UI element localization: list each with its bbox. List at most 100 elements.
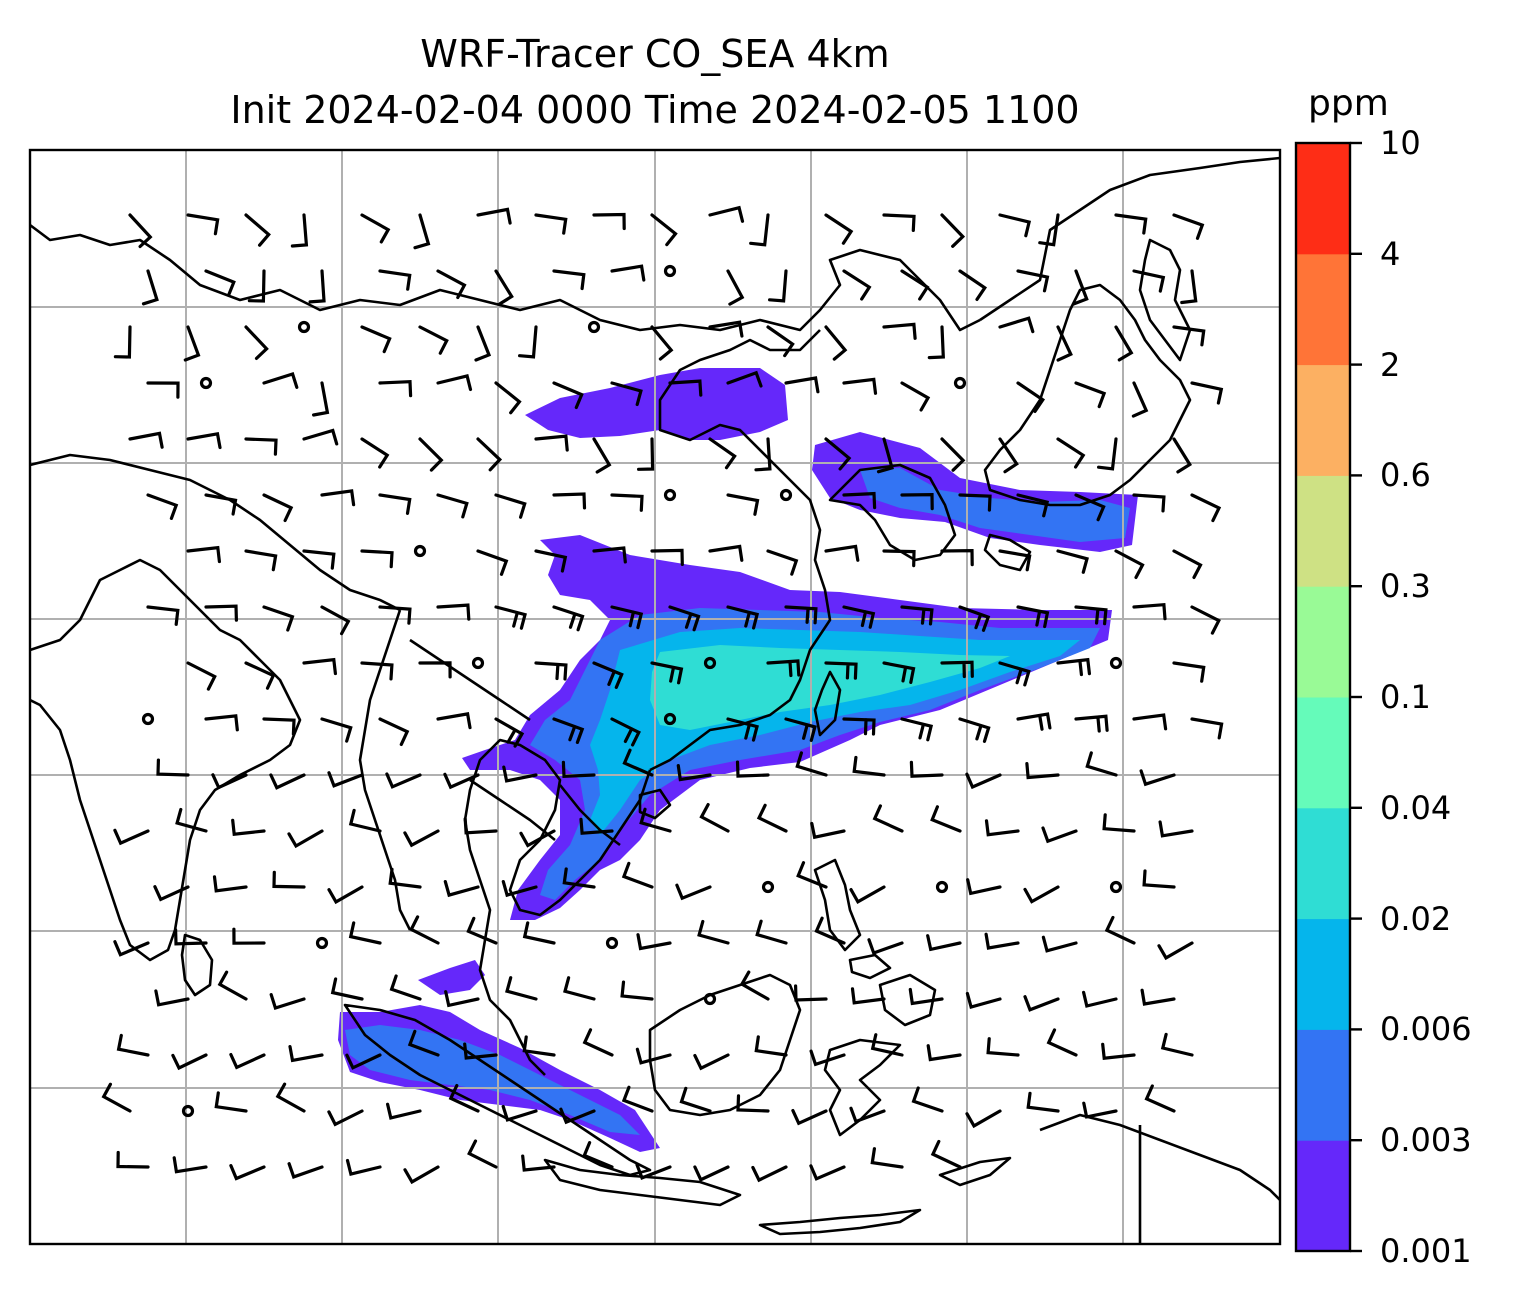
wind-barb	[204, 493, 238, 516]
wind-barb	[320, 717, 353, 743]
wind-barb	[348, 921, 382, 945]
wind-barb	[675, 883, 712, 901]
colorbar-segment	[1296, 807, 1350, 920]
wind-barb	[403, 1165, 440, 1185]
wind-barb	[378, 717, 410, 746]
wind-barb	[244, 325, 269, 360]
wind-barb-calm	[935, 880, 949, 894]
wind-barb	[552, 605, 585, 632]
wind-barb	[754, 437, 772, 472]
wind-barb	[302, 428, 339, 446]
wind-barb	[320, 605, 351, 636]
wind-barb	[965, 1109, 1002, 1129]
wind-barb-calm	[761, 880, 775, 894]
wind-barb-calm	[199, 376, 213, 390]
wind-barb	[407, 1029, 440, 1057]
colorbar-segment	[1296, 475, 1350, 587]
wind-barb	[211, 773, 248, 790]
wind-barb	[1114, 325, 1134, 362]
wind-barb	[668, 605, 701, 632]
wind-barb	[1016, 712, 1052, 731]
wind-barb	[908, 987, 944, 1006]
wind-barb	[360, 549, 394, 569]
wind-barb-calm	[703, 656, 717, 670]
wind-barb	[852, 755, 886, 777]
wind-barb	[876, 437, 894, 474]
colorbar-unit-label: ppm	[1308, 83, 1389, 124]
wind-barb	[795, 751, 828, 777]
wind-barb	[559, 1107, 596, 1125]
wind-barb	[436, 712, 472, 730]
wind-barb	[1016, 381, 1046, 413]
colorbar-tick-label: 10	[1380, 124, 1421, 162]
wind-barb	[409, 915, 440, 945]
wind-barb	[522, 921, 556, 945]
wind-barb	[229, 1053, 266, 1070]
wind-barb	[796, 861, 828, 889]
wind-barb	[610, 264, 646, 282]
wind-barb	[345, 1053, 382, 1070]
wind-barb	[814, 916, 846, 945]
wind-barb	[436, 373, 473, 392]
wind-barb	[327, 885, 364, 905]
wind-barb	[842, 377, 878, 395]
colorbar-tick-label: 4	[1380, 234, 1401, 273]
wind-barb	[262, 717, 296, 736]
wind-barb-calm	[181, 1104, 195, 1118]
wind-barb	[1041, 935, 1078, 953]
wind-barb	[867, 938, 904, 956]
wind-barb	[534, 549, 568, 573]
wind-barb	[966, 878, 1002, 896]
wind-barb	[726, 269, 745, 306]
wind-barb	[154, 989, 190, 1007]
wind-barb	[668, 379, 703, 397]
wind-barb	[312, 381, 330, 417]
wind-barb	[174, 928, 208, 946]
wind-barb	[1158, 820, 1194, 838]
wind-barb	[204, 714, 239, 732]
colorbar-segment	[1296, 586, 1350, 698]
wind-barb	[911, 1086, 944, 1113]
wind-barb	[998, 437, 1019, 474]
wind-barb	[378, 493, 412, 515]
interior-border-1	[409, 638, 531, 722]
wind-barb	[290, 213, 309, 248]
wind-barb	[927, 325, 945, 360]
wind-barb	[1172, 213, 1205, 240]
wind-barb	[1132, 713, 1168, 731]
wind-barb	[610, 493, 644, 512]
philippines-mindanao	[878, 973, 937, 1027]
wind-barb	[561, 760, 596, 778]
wind-barb	[592, 212, 626, 231]
wind-barb	[217, 970, 248, 1001]
wind-barb	[418, 325, 449, 355]
colorbar-segment	[1296, 1140, 1350, 1252]
russia-coast	[979, 156, 1280, 322]
wind-barb	[502, 765, 538, 783]
wind-barb	[610, 605, 644, 630]
wind-barb	[1074, 381, 1107, 409]
wind-barb	[693, 1165, 730, 1182]
interior-border-2	[469, 778, 556, 842]
wind-barb	[1190, 381, 1224, 405]
wind-barb	[592, 546, 627, 564]
wind-barb	[1114, 549, 1145, 579]
wind-barb	[708, 437, 737, 470]
wind-barb	[386, 1102, 422, 1120]
wind-barb	[697, 919, 730, 945]
wind-barb	[1016, 605, 1050, 629]
wind-barb	[1056, 549, 1089, 574]
wind-barb	[1074, 493, 1106, 522]
wind-barb	[463, 817, 498, 835]
wind-barb	[1157, 941, 1194, 961]
wind-barb	[494, 381, 522, 415]
sulawesi	[823, 1038, 902, 1137]
wind-barb	[552, 381, 584, 410]
wind-barb	[244, 549, 278, 572]
wind-barb	[128, 431, 164, 449]
wind-barb	[1026, 1091, 1060, 1113]
wind-barb	[965, 991, 1002, 1009]
wind-barb	[726, 493, 760, 516]
wind-barb	[940, 660, 974, 679]
wind-barb	[1190, 493, 1222, 523]
